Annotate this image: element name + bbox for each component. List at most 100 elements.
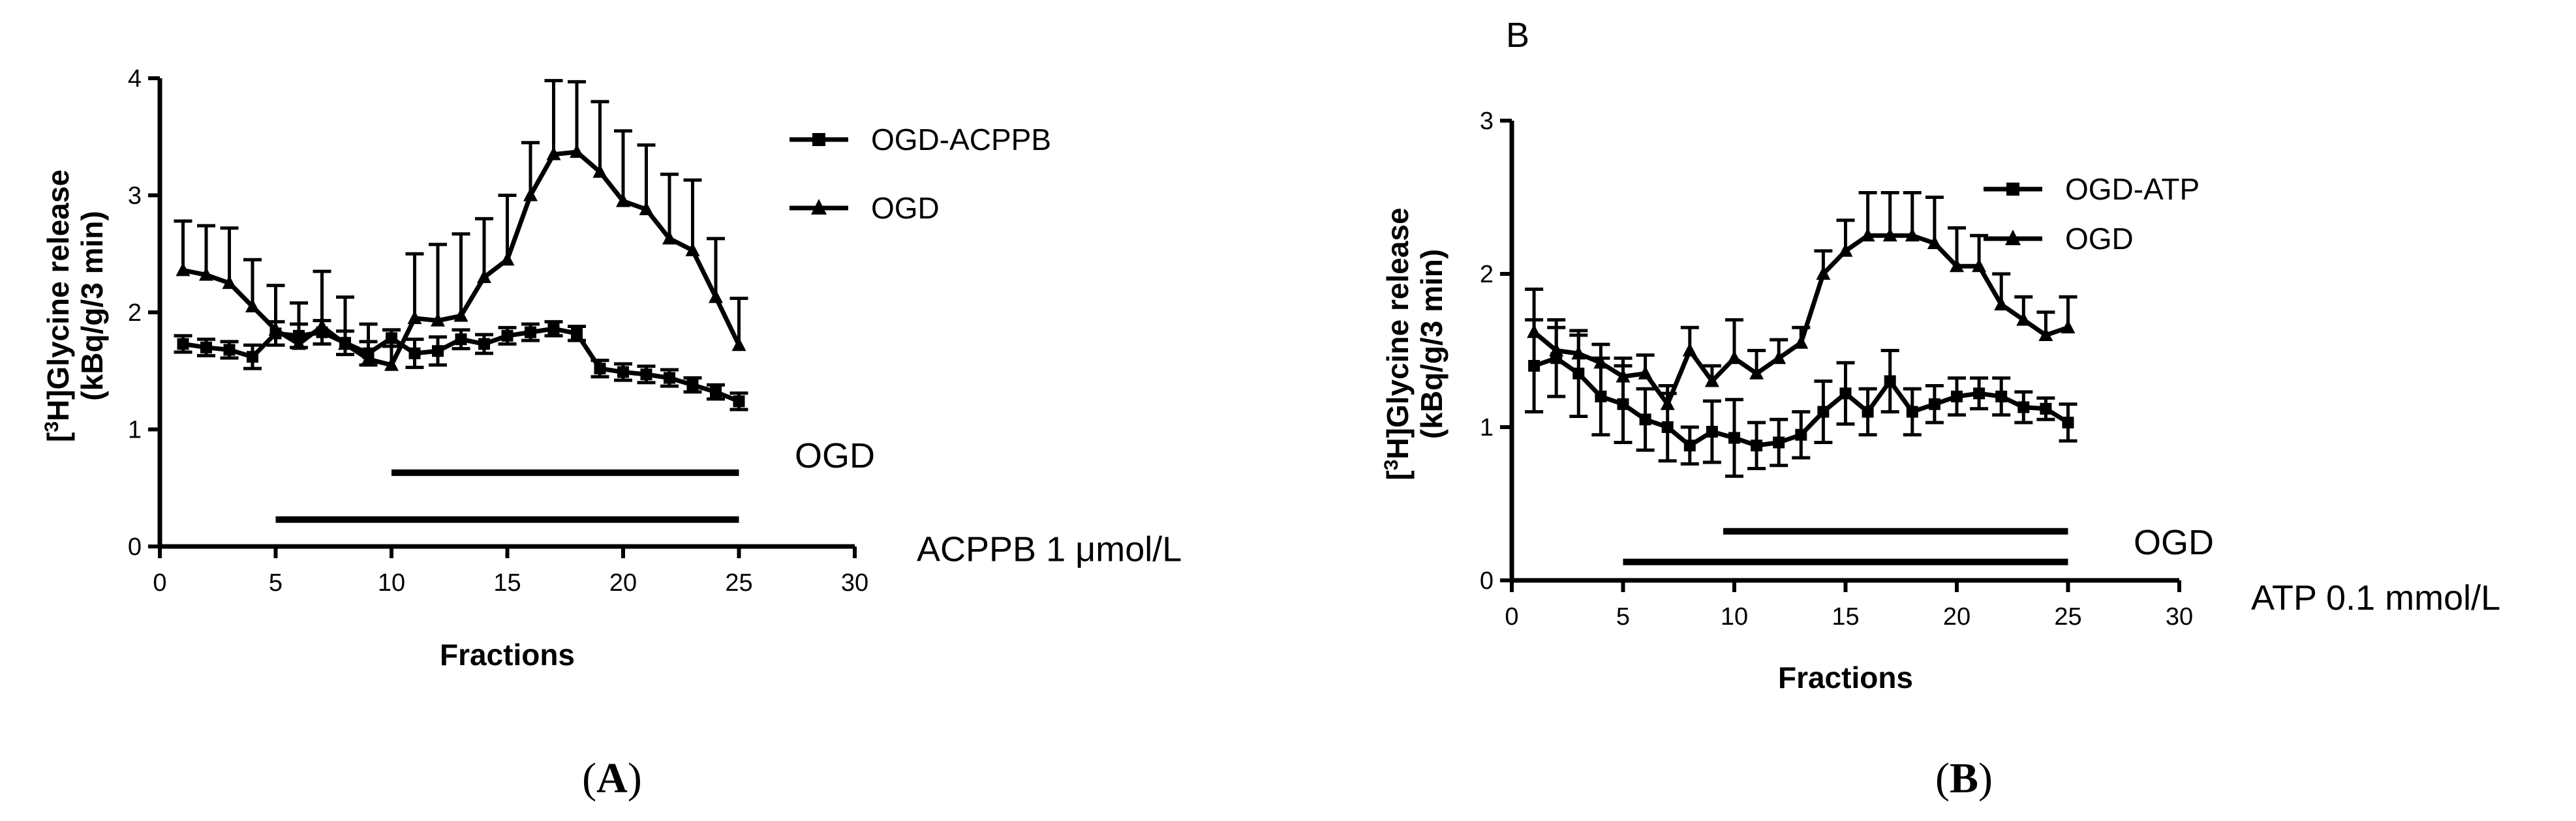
condition-bar-label-a-0: OGD (795, 436, 875, 475)
y-tick-label-a: 3 (128, 183, 142, 210)
x-tick-label-a: 5 (269, 569, 283, 597)
data-point-triangle-b (1616, 368, 1631, 383)
data-point-triangle-a (500, 252, 515, 266)
caption-a-letter: A (596, 754, 628, 802)
y-axis-label-line2-a: (kBq/g/3 min) (75, 211, 109, 400)
data-point-square-a (478, 338, 490, 350)
data-point-square-b (2040, 402, 2052, 415)
data-point-triangle-b (1660, 396, 1675, 410)
legend-label-a-0: OGD-ACPPB (871, 123, 1051, 157)
y-tick-label-b: 1 (1480, 414, 1494, 441)
caption-a-open: ( (582, 754, 596, 802)
data-point-triangle-a (384, 357, 399, 371)
data-point-triangle-a (268, 321, 283, 336)
data-point-triangle-b (1749, 365, 1764, 380)
data-point-square-a (640, 368, 652, 381)
caption-b-letter: B (1950, 754, 1978, 802)
data-point-square-b (1973, 387, 1986, 400)
data-point-square-b (1928, 398, 1940, 410)
chart-a: 0 5 10 15 20 25 30 0 1 2 3 4 Fractions [3H]Glycine re… (41, 65, 1182, 672)
x-tick-label-b: 10 (1721, 603, 1748, 631)
data-point-triangle-b (2061, 320, 2076, 334)
y-tick-label-a: 4 (128, 65, 142, 93)
data-point-square-a (200, 341, 212, 353)
data-point-square-b (1884, 375, 1896, 387)
y-tick-label-a: 2 (128, 299, 142, 327)
data-point-square-b (1572, 367, 1585, 380)
data-point-square-b (2017, 401, 2030, 413)
data-point-triangle-b (1549, 342, 1564, 357)
condition-bar-label-b-1: ATP 0.1 mmol/L (2251, 578, 2500, 618)
data-point-square-b (1751, 440, 1763, 452)
legend-label-b-1: OGD (2065, 222, 2134, 256)
legend-label-a-1: OGD (871, 191, 940, 225)
series-a (174, 79, 748, 411)
legend-label-b-0: OGD-ATP (2065, 172, 2200, 206)
data-point-square-b (1995, 391, 2008, 402)
x-axis-label-a: Fractions (440, 638, 575, 672)
x-tick-label-b: 15 (1832, 603, 1859, 631)
data-point-square-b (1906, 406, 1918, 418)
data-point-triangle-a (662, 230, 677, 245)
data-point-triangle-a (407, 310, 422, 324)
x-tick-label-b: 20 (1943, 603, 1970, 631)
data-point-square-b (1528, 360, 1541, 372)
x-tick-label-b: 0 (1505, 603, 1518, 631)
data-point-triangle-b (2016, 312, 2031, 326)
data-point-triangle-a (245, 299, 260, 313)
caption-a: (A) (582, 754, 642, 802)
x-tick-label-a: 15 (493, 569, 521, 597)
caption-b-close: ) (1978, 754, 1993, 802)
data-point-square-a (247, 351, 258, 363)
x-tick-label-a: 10 (378, 569, 405, 597)
data-point-triangle-a (639, 202, 654, 216)
data-point-triangle-a (314, 318, 330, 333)
x-tick-label-b: 25 (2054, 603, 2081, 631)
y-tick-label-a: 1 (128, 417, 142, 444)
chart-b: 0 5 10 15 20 25 30 0 1 2 3 Fractions [3H]Glycine rel… (1381, 108, 2501, 694)
data-point-square-a (547, 323, 560, 335)
x-tick-label-a: 0 (153, 569, 166, 597)
data-point-triangle-a (685, 242, 700, 256)
data-point-triangle-b (1682, 342, 1697, 357)
data-point-triangle-b (1882, 228, 1897, 242)
series-b (1525, 190, 2078, 478)
data-point-triangle-a (453, 308, 468, 322)
y-tick-label-b: 0 (1480, 567, 1494, 595)
panel-b-header: B (1506, 16, 1529, 55)
data-point-triangle-b (1727, 350, 1741, 365)
y-axis-label-b: [3H]Glycine release (1381, 207, 1415, 480)
data-point-triangle-b (1927, 235, 1942, 249)
y-axis-label-line2-b: (kBq/g/3 min) (1415, 249, 1449, 439)
data-point-square-a (686, 379, 699, 391)
data-point-square-b (1795, 428, 1807, 441)
data-point-triangle-b (1704, 373, 1719, 387)
data-point-triangle-b (1593, 355, 1608, 369)
data-point-triangle-a (546, 146, 561, 160)
data-point-square-a (525, 326, 536, 338)
legend-marker-triangle-a (811, 199, 827, 215)
data-point-triangle-b (1638, 365, 1653, 380)
legend-marker-triangle-b (2005, 230, 2021, 245)
data-point-square-b (1595, 391, 1607, 402)
y-axis-label-a: [3H]Glycine release (41, 170, 76, 442)
caption-b-open: ( (1935, 754, 1950, 802)
data-point-square-b (1706, 426, 1718, 438)
data-point-square-a (710, 386, 722, 398)
x-tick-label-a: 25 (725, 569, 752, 597)
data-point-square-a (594, 363, 606, 375)
x-tick-label-a: 30 (841, 569, 868, 597)
legend-marker-square-a (812, 133, 825, 146)
data-point-square-a (617, 366, 629, 378)
data-point-triangle-b (1571, 346, 1586, 360)
data-point-triangle-a (176, 262, 191, 276)
data-point-triangle-a (731, 337, 746, 351)
data-point-triangle-a (523, 187, 538, 202)
x-tick-label-b: 5 (1616, 603, 1630, 631)
legend-a: OGD-ACPPB OGD (790, 123, 1051, 225)
caption-b: (B) (1935, 754, 1993, 802)
data-point-triangle-b (1860, 228, 1875, 242)
data-point-triangle-a (199, 267, 213, 281)
data-point-triangle-a (338, 336, 352, 350)
